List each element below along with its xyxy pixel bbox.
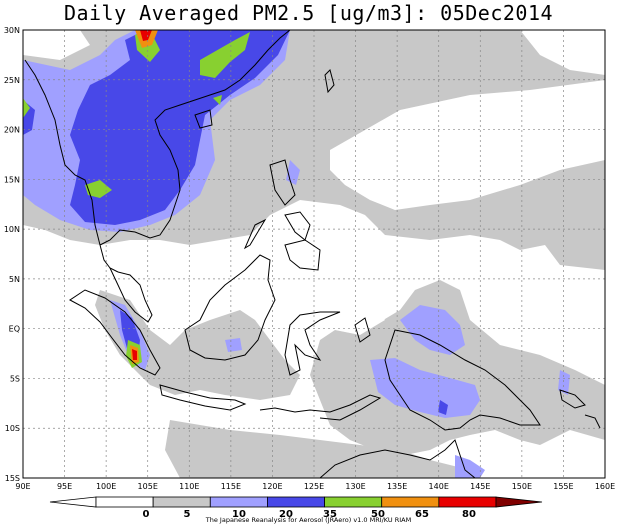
field-red-sumatra	[132, 349, 137, 360]
colorbar-segment	[209, 496, 268, 508]
colorbar-segment	[95, 496, 154, 508]
lon-tick-label: 160E	[595, 482, 615, 491]
coast-mindanao	[284, 239, 321, 271]
colorbar-tick-label: 0	[143, 509, 150, 520]
coast-sunda	[259, 394, 382, 421]
field-lightblue-south1	[400, 305, 465, 355]
field-lightblue-south2	[370, 358, 480, 418]
field-red-n	[140, 30, 152, 41]
lat-tick-label: 30N	[4, 26, 20, 35]
latitude-labels: 30N 25N 20N 15N 10N 5N EQ 5S 10S 15S	[4, 26, 20, 483]
lat-tick-label: 5N	[9, 275, 20, 284]
lat-tick-label: 5S	[10, 374, 20, 383]
plot-frame	[22, 29, 606, 479]
field-lightblue-south4	[558, 370, 570, 395]
longitude-labels: 90E 95E 100E 105E 110E 115E 120E 125E 130E 135E 14…	[15, 482, 615, 491]
credit-text: The Japanese Reanalysis for Aerosol (JRA…	[205, 516, 412, 524]
coast-luzon	[269, 159, 296, 206]
coast-visayas	[284, 211, 311, 241]
field-lightblue-south3	[455, 455, 485, 478]
lat-tick-label: 20N	[4, 126, 20, 135]
colorbar-segment	[438, 496, 497, 508]
coast-solomon	[559, 389, 586, 409]
map-title: Daily Averaged PM2.5 [ug/m3]: 05Dec2014	[63, 1, 554, 25]
colorbar-segment	[381, 496, 440, 508]
lon-tick-label: 125E	[304, 482, 324, 491]
coast-newguinea	[384, 329, 541, 431]
colorbar: 0 5 10 20 35 50 65 80	[49, 496, 543, 520]
lon-tick-label: 150E	[512, 482, 532, 491]
coast-palawan	[243, 218, 267, 250]
lon-tick-label: 100E	[96, 482, 116, 491]
colorbar-segment	[324, 496, 383, 508]
field-white-south2	[480, 460, 605, 478]
lon-tick-label: 110E	[179, 482, 199, 491]
field-green-2	[200, 32, 250, 78]
colorbar-tick-label: 80	[462, 509, 476, 520]
coast-australia	[319, 439, 476, 478]
colorbar-tick-label: 35	[323, 509, 337, 520]
coast-malay	[109, 267, 153, 323]
field-white-north2	[520, 30, 605, 75]
colorbar-tick-label: 65	[415, 509, 429, 520]
lon-tick-label: 140E	[429, 482, 449, 491]
lat-tick-label: EQ	[9, 325, 20, 334]
coast-pacific-isl	[584, 414, 601, 429]
field-green-3	[85, 180, 112, 198]
field-grey-south-band	[165, 420, 500, 478]
lat-tick-label: 15N	[4, 175, 20, 184]
colorbar-under-triangle	[49, 496, 97, 508]
lat-tick-label: 10S	[5, 424, 20, 433]
field-blue-north	[70, 30, 290, 225]
coast-java	[159, 384, 247, 411]
colorbar-segment	[152, 496, 211, 508]
colorbar-tick-label: 50	[371, 509, 385, 520]
lon-tick-label: 130E	[345, 482, 365, 491]
field-lightblue-borneo	[225, 338, 242, 352]
coast-sumatra	[69, 289, 161, 376]
field-green-4	[23, 98, 30, 118]
field-blue-png	[438, 400, 448, 415]
lat-tick-label: 10N	[4, 225, 20, 234]
coast-taiwan	[324, 69, 335, 94]
coastlines	[24, 30, 601, 478]
coast-maluku	[354, 317, 371, 343]
lon-tick-label: 135E	[387, 482, 407, 491]
lon-tick-label: 120E	[262, 482, 282, 491]
lat-lon-grid	[23, 30, 605, 478]
lon-tick-label: 105E	[138, 482, 158, 491]
coast-hainan	[194, 109, 213, 129]
coast-sulawesi	[284, 311, 341, 376]
colorbar-over-triangle	[495, 496, 543, 508]
field-grey-south-west	[95, 290, 300, 400]
lon-tick-label: 95E	[57, 482, 72, 491]
lon-tick-label: 90E	[15, 482, 30, 491]
coast-mainland	[24, 30, 291, 273]
coast-borneo	[184, 254, 276, 361]
colorbar-tick-label: 5	[184, 509, 191, 520]
colorbar-tick-label: 20	[279, 509, 293, 520]
field-white-south1	[330, 300, 385, 335]
lat-tick-label: 25N	[4, 76, 20, 85]
colorbar-tick-label: 10	[232, 509, 246, 520]
colorbar-segment	[267, 496, 325, 508]
field-green-5	[213, 95, 222, 105]
field-white-north1	[330, 80, 605, 210]
lat-tick-label: 15S	[5, 474, 20, 483]
lon-tick-label: 115E	[221, 482, 241, 491]
field-white-north3	[23, 30, 90, 60]
lon-tick-label: 145E	[470, 482, 490, 491]
lon-tick-label: 155E	[553, 482, 573, 491]
